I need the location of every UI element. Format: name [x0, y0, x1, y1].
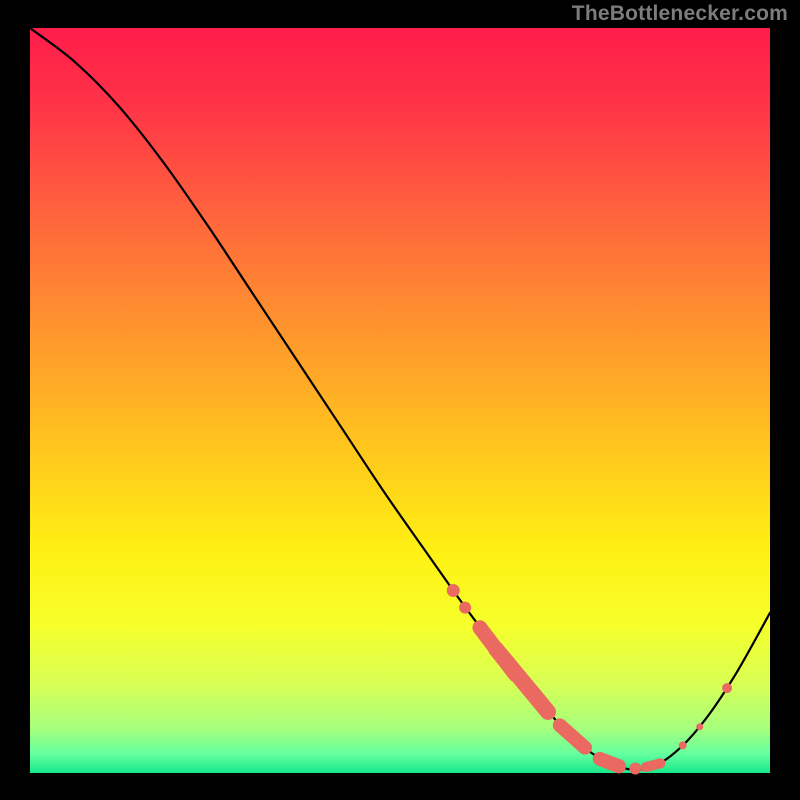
chart-background [30, 28, 770, 773]
data-marker [521, 681, 533, 693]
data-marker [447, 584, 460, 597]
data-marker [629, 763, 641, 775]
data-marker [600, 759, 619, 766]
data-marker [543, 706, 554, 717]
data-marker [722, 683, 732, 693]
data-marker [696, 723, 703, 730]
data-marker [679, 741, 687, 749]
chart-svg [0, 0, 800, 800]
data-marker [459, 602, 471, 614]
data-marker [646, 763, 661, 767]
